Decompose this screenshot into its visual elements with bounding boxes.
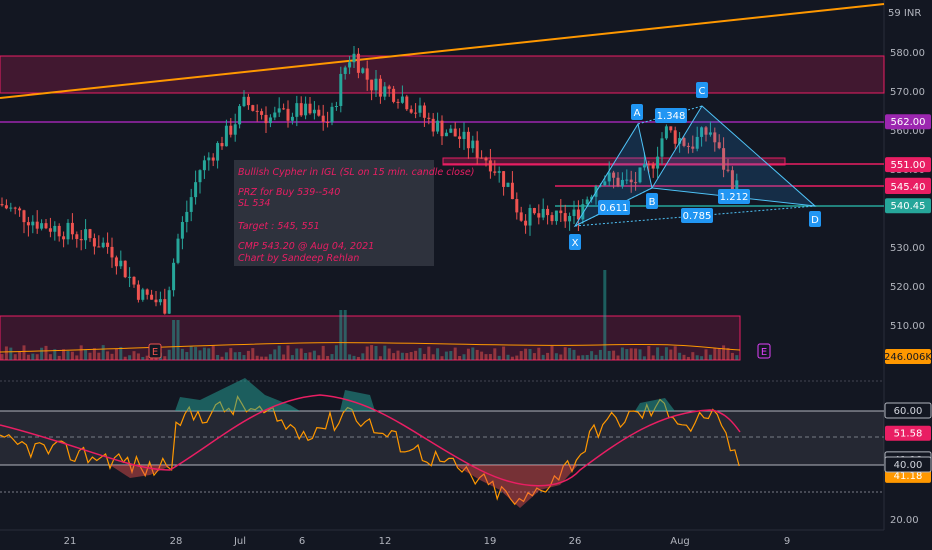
price-badge-label: 545.40 [891, 182, 926, 193]
trendline[interactable] [0, 3, 885, 99]
pattern-point-label: X [572, 238, 579, 249]
price-badge-label: 540.45 [891, 201, 926, 212]
fib-ratio-label: 0.785 [683, 211, 712, 222]
annotation-line: SL 534 [238, 198, 270, 209]
x-tick-label: 28 [170, 536, 183, 547]
x-tick-label: Jul [233, 536, 246, 547]
volume-badge-label: 246.006K [884, 352, 932, 363]
earnings-marker-label: E [152, 347, 158, 358]
earnings-marker-label: E [761, 347, 767, 358]
rsi-badge: 40.00 [884, 456, 932, 473]
price-tick-label: 530.00 [890, 243, 925, 254]
price-badge-label: 551.00 [891, 160, 926, 171]
pattern-point-label: C [699, 86, 706, 97]
price-tick-label: 570.00 [890, 87, 925, 98]
rsi-badge-label: 41.18 [894, 471, 923, 482]
annotation-line: CMP 543.20 @ Aug 04, 2021 [238, 241, 374, 252]
cypher-pattern[interactable]: X A B C D 0.611 1.348 1.212 0.785 [569, 82, 821, 250]
pattern-point-c[interactable]: C [696, 82, 708, 98]
annotation-line: Target : 545, 551 [238, 221, 320, 232]
pattern-point-label: D [811, 215, 819, 226]
fib-ratio-label: 1.348 [657, 111, 686, 122]
rsi-badge: 60.00 [884, 402, 932, 419]
fib-ratio[interactable]: 0.611 [598, 200, 630, 215]
rsi-badge-label: 60.00 [894, 406, 923, 417]
x-tick-label: 12 [379, 536, 392, 547]
fib-ratio[interactable]: 1.348 [655, 108, 687, 123]
x-tick-label: 21 [64, 536, 77, 547]
rsi-band [0, 411, 884, 465]
x-tick-label: 6 [299, 536, 305, 547]
earnings-marker[interactable] [148, 343, 162, 359]
pattern-point-a[interactable]: A [631, 104, 643, 120]
rsi-badge-label: 51.58 [894, 429, 923, 440]
x-tick-label: 9 [784, 536, 790, 547]
candles [0, 46, 739, 315]
rsi-lines [0, 378, 741, 508]
volume-bars [0, 270, 741, 360]
price-badge: 545.40 [885, 178, 931, 194]
rsi-badge-label: 40.00 [894, 460, 923, 471]
price-badge: 540.45 [885, 198, 931, 214]
rsi-badge: 51.58 [885, 425, 931, 441]
price-badge: 562.00 [885, 114, 931, 130]
time-axis-labels: 21 28 Jul 6 12 19 26 Aug 9 [64, 536, 791, 547]
volume-badge: 246.006K [884, 349, 932, 364]
price-badge-label: 562.00 [891, 117, 926, 128]
price-tick-label: 520.00 [890, 282, 925, 293]
x-tick-label: 26 [569, 536, 582, 547]
price-badge: 551.00 [885, 157, 931, 173]
rsi-ma-line [0, 394, 741, 487]
price-tick-label: 560.00 [890, 126, 925, 137]
annotation-line: PRZ for Buy 539--540 [238, 187, 340, 198]
earnings-marker[interactable] [757, 343, 771, 359]
annotation-line: Chart by Sandeep Rehlan [238, 253, 359, 264]
currency-label: 59 INR [888, 8, 921, 19]
annotation-box[interactable] [234, 160, 434, 266]
support-zone[interactable] [0, 315, 741, 361]
price-tick-label: 510.00 [890, 321, 925, 332]
resistance-zone[interactable] [0, 55, 885, 94]
x-tick-label: Aug [670, 536, 690, 547]
pattern-point-label: B [649, 197, 656, 208]
price-badges: 562.00551.00545.70545.40540.45246.006K60… [884, 114, 932, 483]
pattern-point-x[interactable]: X [569, 234, 581, 250]
x-tick-label: 19 [484, 536, 497, 547]
fib-ratio[interactable]: 1.212 [718, 189, 750, 204]
fib-ratio[interactable]: 0.785 [681, 208, 713, 223]
rsi-tick-label: 20.00 [890, 515, 919, 526]
fib-ratio-label: 0.611 [600, 203, 629, 214]
fib-ratio-label: 1.212 [720, 192, 749, 203]
target-zone[interactable] [442, 157, 786, 166]
pattern-point-d[interactable]: D [809, 211, 821, 227]
rsi-panel [0, 378, 884, 508]
annotation-line: Bullish Cypher in IGL (SL on 15 min. can… [238, 167, 474, 178]
pattern-point-label: A [634, 108, 641, 119]
price-tick-label: 580.00 [890, 48, 925, 59]
pattern-point-b[interactable]: B [646, 193, 658, 209]
annotation-text: Bullish Cypher in IGL (SL on 15 min. can… [238, 167, 474, 264]
